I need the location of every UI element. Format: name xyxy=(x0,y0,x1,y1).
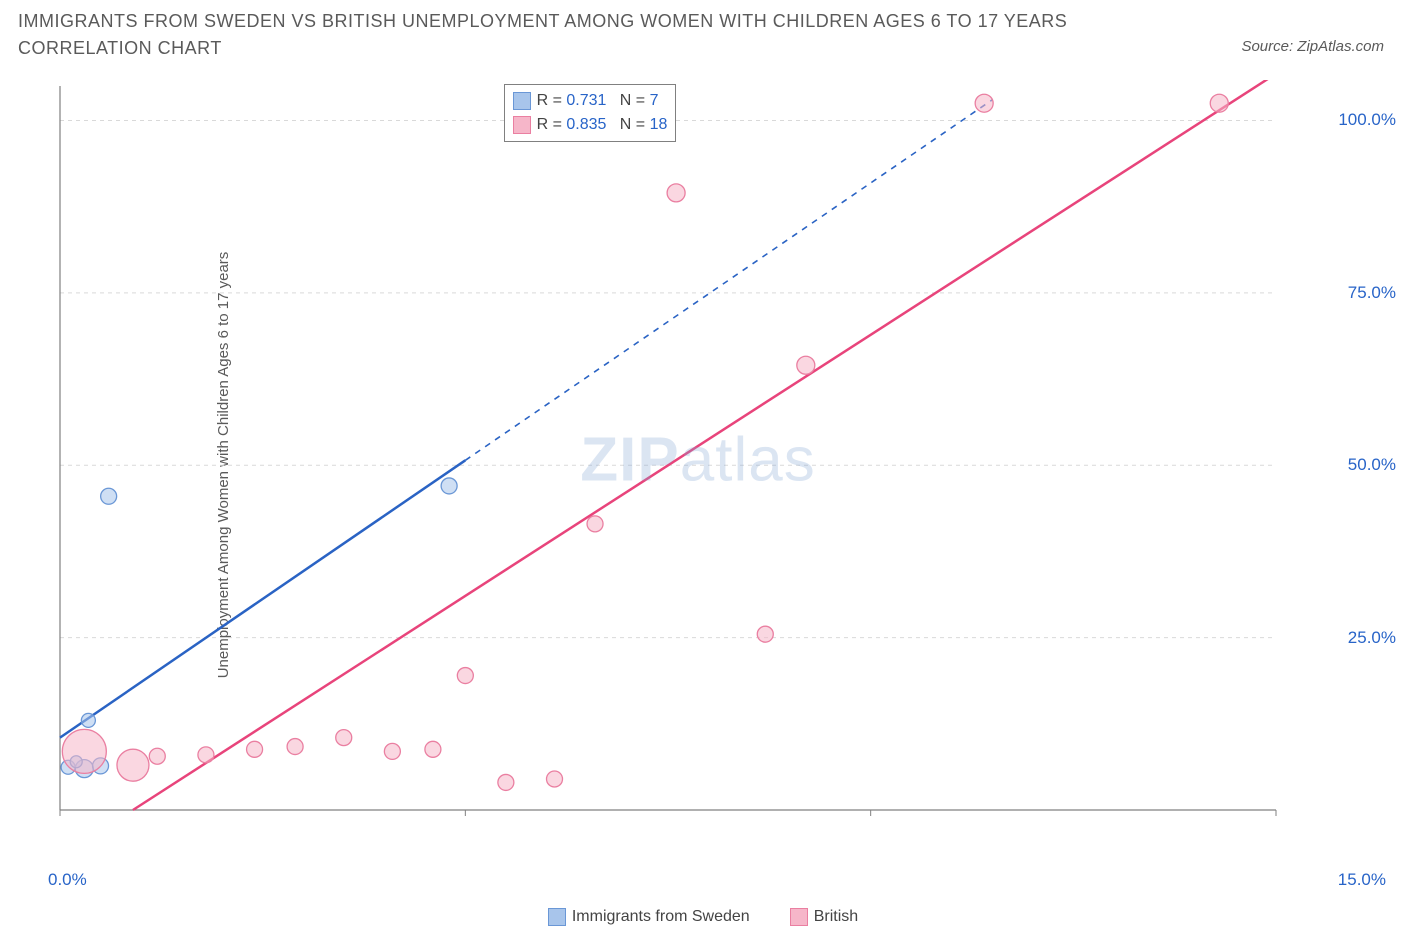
stats-row: R = 0.835 N = 18 xyxy=(513,113,668,137)
legend-bottom: Immigrants from Sweden British xyxy=(0,908,1406,926)
chart-svg xyxy=(50,80,1346,840)
y-tick-label: 25.0% xyxy=(1348,628,1396,648)
stats-row: R = 0.731 N = 7 xyxy=(513,89,668,113)
legend-item: British xyxy=(790,908,858,926)
y-tick-label: 50.0% xyxy=(1348,455,1396,475)
correlation-stats-box: R = 0.731 N = 7R = 0.835 N = 18 xyxy=(504,84,677,142)
y-tick-label: 75.0% xyxy=(1348,283,1396,303)
source-attribution: Source: ZipAtlas.com xyxy=(1241,38,1384,55)
chart-plot-area: ZIPatlas R = 0.731 N = 7R = 0.835 N = 18 xyxy=(50,80,1346,840)
legend-item: Immigrants from Sweden xyxy=(548,908,750,926)
chart-title: IMMIGRANTS FROM SWEDEN VS BRITISH UNEMPL… xyxy=(18,8,1186,62)
y-tick-label: 100.0% xyxy=(1338,110,1396,130)
x-tick-max: 15.0% xyxy=(1338,870,1386,890)
x-tick-min: 0.0% xyxy=(48,870,87,890)
